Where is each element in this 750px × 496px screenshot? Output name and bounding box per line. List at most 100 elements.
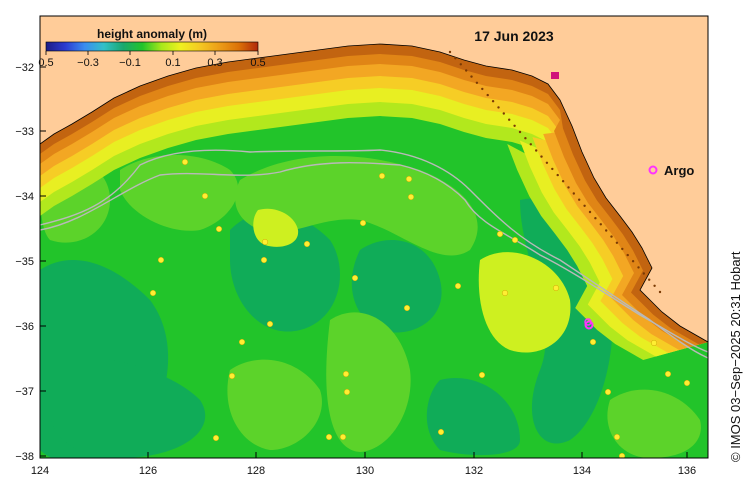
coastal-point [518, 130, 522, 134]
observation-point [437, 428, 445, 436]
coastal-point [605, 229, 608, 232]
map-date: 17 Jun 2023 [474, 28, 554, 44]
observation-point [378, 172, 386, 180]
plot-area [40, 16, 708, 458]
observation-point [403, 304, 411, 312]
coastal-point [529, 143, 532, 146]
anomaly-contour [253, 208, 299, 247]
coastal-point [572, 192, 575, 195]
observation-point [613, 433, 621, 441]
observation-point [405, 175, 413, 183]
observation-point [496, 230, 504, 238]
x-tick-label: 132 [465, 465, 483, 477]
argo-float-markers [551, 72, 594, 330]
observation-point [266, 320, 274, 328]
coastal-point [642, 272, 645, 275]
y-tick-label: −34 [15, 191, 34, 203]
credit-text: © IMOS 03−Sep−2025 20:31 Hobart [728, 251, 743, 462]
coastal-point [594, 217, 597, 220]
y-tick-label: −38 [15, 451, 34, 463]
observation-point [683, 379, 691, 387]
anomaly-contour [326, 312, 411, 452]
coastal-point [621, 247, 624, 251]
coastal-point [615, 241, 619, 244]
observation-point [407, 193, 415, 201]
coastal-point [491, 100, 495, 103]
coastal-point [653, 284, 656, 287]
observation-point [650, 339, 658, 347]
coastal-point [567, 186, 570, 189]
anomaly-contour [607, 389, 701, 458]
colorbar-bar [45, 41, 259, 52]
coastal-marker [551, 72, 559, 79]
observation-point [359, 219, 367, 227]
coastal-point [481, 87, 484, 91]
x-axis: 124 126 128 130 132 134 136 [31, 452, 696, 477]
observation-point [664, 370, 672, 378]
observation-point [303, 240, 311, 248]
anomaly-contour [235, 156, 478, 256]
colorbar-ticks: 0.5 −0.3 −0.1 0.1 0.3 0.5 [38, 51, 266, 69]
observation-point [618, 452, 626, 458]
observation-point [181, 158, 189, 166]
observation-point [343, 388, 351, 396]
observation-points [149, 50, 691, 458]
coastal-point [556, 173, 559, 177]
colorbar-title: height anomaly (m) [97, 27, 207, 41]
coastal-point [524, 137, 527, 140]
coastal-point [551, 167, 554, 171]
y-tick-label: −35 [15, 256, 34, 268]
observation-point [201, 192, 209, 200]
track-line [40, 162, 708, 353]
observation-point [228, 372, 236, 380]
coastal-point [513, 124, 516, 128]
coastal-point [637, 266, 640, 269]
observation-point [325, 433, 333, 441]
argo-legend-icon [648, 165, 658, 175]
y-tick-label: −36 [15, 321, 34, 333]
coastal-point [648, 278, 651, 281]
observation-point [511, 236, 519, 244]
y-tick-label: −33 [15, 126, 34, 138]
coastal-point [545, 161, 549, 164]
x-tick-label: 124 [31, 465, 49, 477]
coastal-point [448, 50, 452, 54]
colorbar-tick-label: −0.3 [77, 57, 99, 69]
coastal-point [454, 57, 457, 60]
observation-point [149, 289, 157, 297]
legend: Argo [648, 163, 694, 178]
anomaly-contour [351, 240, 442, 333]
observation-point [478, 371, 486, 379]
coastal-point [465, 69, 468, 72]
plot-frame [39, 15, 709, 459]
colorbar: height anomaly (m) 0.5 −0.3 −0.1 0.1 0.3 0.5 [38, 27, 265, 69]
coastal-point [583, 204, 586, 207]
x-tick-label: 134 [573, 465, 591, 477]
y-tick-label: −32 [15, 62, 34, 74]
colorbar-tick-label: 0.3 [207, 57, 222, 69]
x-tick-label: 136 [678, 465, 696, 477]
coastal-point [470, 75, 473, 78]
track-line [40, 149, 708, 359]
coastal-point [658, 290, 662, 294]
argo-float-marker [584, 318, 592, 326]
coastal-point [535, 149, 538, 152]
coastal-point [578, 198, 581, 201]
anomaly-contour [478, 252, 571, 353]
coastal-point [626, 253, 629, 257]
anomaly-contour [50, 357, 206, 458]
observation-point [215, 225, 223, 233]
colorbar-tick-label: −0.1 [119, 57, 141, 69]
x-tick-label: 126 [139, 465, 157, 477]
observation-point [604, 388, 612, 396]
coastal-point [561, 180, 565, 183]
coastal-point [631, 260, 635, 263]
colorbar-tick-label: 0.5 [250, 57, 265, 69]
coastal-point [459, 63, 462, 66]
anomaly-contour [426, 378, 520, 456]
coastal-point [540, 155, 543, 158]
observation-point [501, 289, 509, 297]
anomaly-contour [230, 211, 340, 332]
observation-point [342, 370, 350, 378]
